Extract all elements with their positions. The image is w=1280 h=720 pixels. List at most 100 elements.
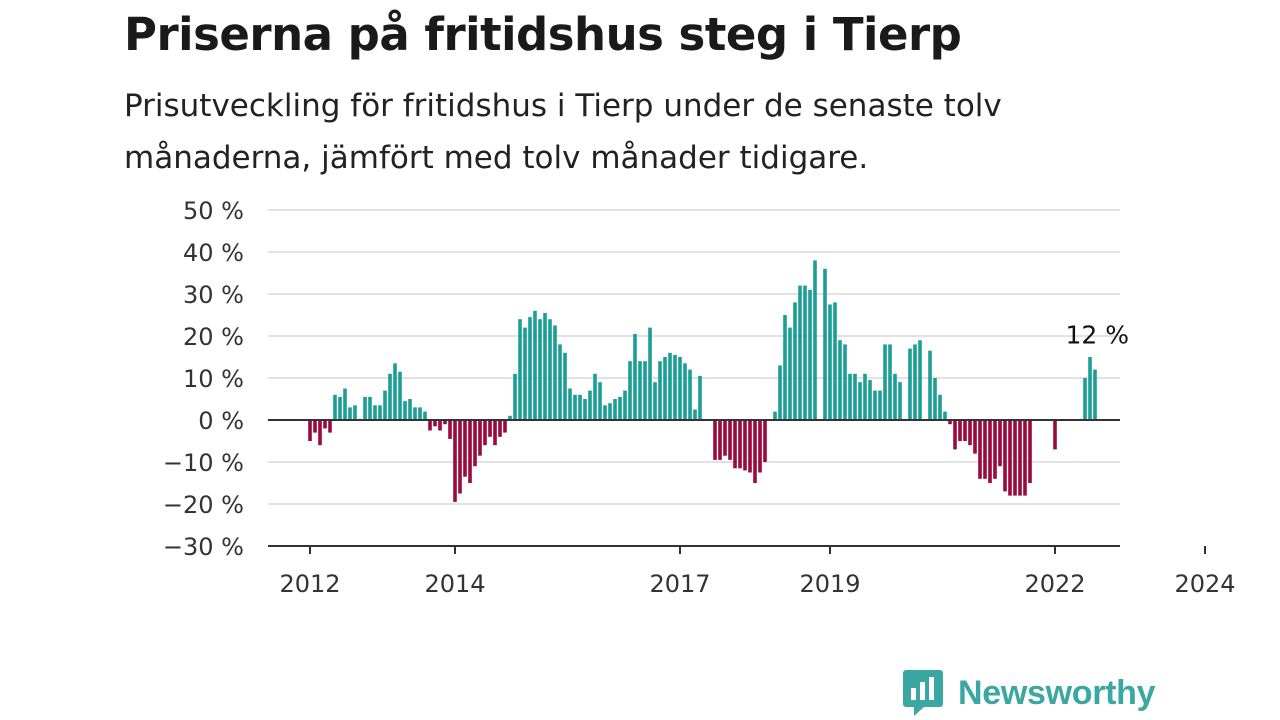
bar (508, 415, 512, 420)
chart-subtitle: Prisutveckling för fritidshus i Tierp un… (124, 88, 1002, 176)
bar (838, 340, 842, 420)
bar (753, 420, 757, 483)
bar (738, 420, 742, 469)
bar (528, 317, 532, 420)
bar (713, 420, 717, 460)
bar (463, 420, 467, 477)
y-tick-label: −30 % (163, 533, 244, 561)
bar (378, 405, 382, 420)
x-tick-label: 2014 (424, 570, 485, 598)
bar (918, 340, 922, 420)
bar (698, 375, 702, 420)
bar (793, 302, 797, 420)
bar (318, 420, 322, 446)
bar (843, 344, 847, 420)
bar (608, 403, 612, 420)
bar (993, 420, 997, 479)
bar (973, 420, 977, 454)
x-tick-label: 2019 (799, 570, 860, 598)
bars (308, 260, 1097, 502)
bar (598, 382, 602, 420)
brand[interactable]: Newsworthy (902, 668, 1156, 718)
bar (648, 327, 652, 420)
y-tick-label: 20 % (183, 323, 244, 351)
bar (748, 420, 752, 473)
bar (668, 352, 672, 420)
bar (583, 399, 587, 420)
brand-name: Newsworthy (958, 673, 1156, 712)
bar (498, 420, 502, 437)
bar (783, 315, 787, 420)
bar (683, 363, 687, 420)
x-tick-label: 2024 (1174, 570, 1235, 598)
bar (368, 396, 372, 420)
bar (408, 399, 412, 420)
bar (718, 420, 722, 460)
bar (893, 373, 897, 420)
bar (693, 409, 697, 420)
bar (988, 420, 992, 483)
bar (798, 285, 802, 420)
bar (478, 420, 482, 456)
bar (343, 388, 347, 420)
bar (1008, 420, 1012, 496)
bar (853, 373, 857, 420)
bar (523, 327, 527, 420)
bar (1023, 420, 1027, 496)
y-tick-label: 0 % (198, 407, 244, 435)
bar (758, 420, 762, 473)
bar (813, 260, 817, 420)
bar (1083, 378, 1087, 420)
bar (983, 420, 987, 479)
bar (978, 420, 982, 479)
x-tick-label: 2012 (279, 570, 340, 598)
bar (1013, 420, 1017, 496)
bar (1003, 420, 1007, 492)
bar (468, 420, 472, 483)
bar (653, 382, 657, 420)
bar (398, 371, 402, 420)
bar (533, 310, 537, 420)
bar (788, 327, 792, 420)
bar (308, 420, 312, 441)
bar (633, 333, 637, 420)
bar (458, 420, 462, 494)
bar (933, 378, 937, 420)
y-tick-label: −20 % (163, 491, 244, 519)
bar (723, 420, 727, 456)
bar (763, 420, 767, 462)
bar (1093, 369, 1097, 420)
bar (938, 394, 942, 420)
bar (488, 420, 492, 437)
bar (743, 420, 747, 471)
bar (313, 420, 317, 433)
bar (383, 390, 387, 420)
bar (928, 350, 932, 420)
bar (438, 420, 442, 431)
x-tick-label: 2017 (649, 570, 710, 598)
bar (948, 420, 952, 425)
bar (878, 390, 882, 420)
bar (388, 373, 392, 420)
bar (503, 420, 507, 433)
bar (658, 361, 662, 420)
x-tick-label: 2022 (1024, 570, 1085, 598)
bar (578, 394, 582, 420)
bar (943, 411, 947, 420)
bar (863, 373, 867, 420)
bar (773, 411, 777, 420)
bar (828, 304, 832, 420)
bar (873, 390, 877, 420)
bar (568, 388, 572, 420)
bar (363, 396, 367, 420)
bar (778, 365, 782, 420)
bar (473, 420, 477, 467)
axes (268, 419, 1206, 554)
bar (643, 361, 647, 420)
bar (353, 405, 357, 420)
bar (1053, 420, 1057, 450)
bar (803, 285, 807, 420)
bar (673, 354, 677, 420)
bar (588, 390, 592, 420)
bar (553, 325, 557, 420)
